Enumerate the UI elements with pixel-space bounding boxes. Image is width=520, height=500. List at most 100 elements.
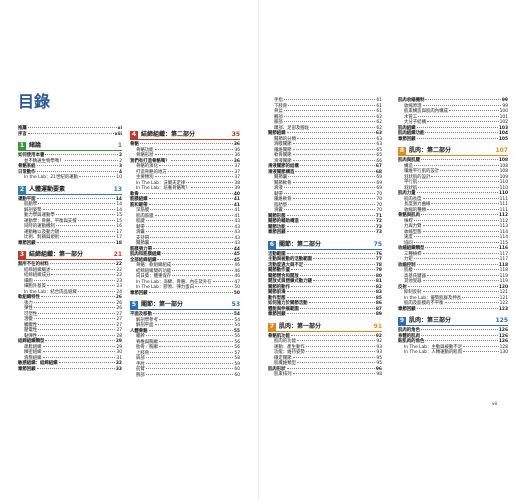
entry-label: 比例、對稱與規則 [24,235,60,240]
entry-page: 109 [499,174,508,180]
dot-leader [55,214,116,215]
toc-entry: 章節回顧 105 [398,137,508,143]
entry-page: 46 [234,274,240,279]
dot-leader [49,263,115,264]
entry-page: 15 [116,213,122,218]
entry-page: 119 [499,273,508,279]
entry-label: 我們有打造骨骼嗎？ [130,158,170,164]
dot-leader [299,165,375,166]
dot-leader [42,356,116,358]
entry-page: 70 [376,197,382,202]
entry-label: 肌肉長度 [404,196,422,202]
entry-label: 肌動學 [24,202,38,207]
dot-leader [51,268,116,270]
toc-entry: 關節前滑 83 [268,290,382,296]
entry-page: 95 [376,355,382,361]
entry-label: 活動度過大與不足 [268,262,304,268]
toc-entry: 關節囊 43 [130,241,240,247]
toc-entry: 羽狀肌 110 [398,186,508,192]
entry-page: 41 [234,213,240,219]
toc-entry: In the Lab：優勢肌群及伸長 121 [398,296,508,302]
dot-leader [292,356,376,358]
toc-entry: 大分子結構 102 [398,120,508,126]
entry-label: 開放式與閉鎖式動力鏈 [268,279,312,284]
dot-leader [139,192,233,194]
entry-label: 主動與被動的活動範圍 [268,257,312,262]
dot-leader [77,219,116,221]
dot-leader [463,345,499,347]
entry-page: 22 [116,273,122,278]
toc-entry: 肌肉形狀 96 [268,367,382,373]
entry-label: 結締組織概述 [24,267,51,273]
entry-page: 70 [376,202,382,208]
toc-column: 4 結締組織：第二部分 35 骨骼 36 骨骼功能 36 骨骼形狀 36 我們有打造骨骼嗎？ 36 骨… [130,126,240,378]
entry-label: 關節的動作 [268,284,290,290]
section-heading: 7 肌肉：第一部分 91 [268,322,382,332]
toc-entry: 軟骨關節 65 [268,153,382,159]
toc-entry: 肋骨／胸廓 56 [130,345,240,351]
dot-leader [292,181,376,183]
section-heading: 9 肌肉：第三部分 125 [398,317,508,326]
entry-page: 111 [499,196,508,202]
entry-label: 力矩 [404,257,413,262]
dot-leader [152,313,233,314]
entry-page: 78 [375,262,382,268]
toc-entry: 肌束排列 98 [268,372,382,378]
entry-label: 動作型態 [268,295,286,301]
toc-entry: 向日葵：體重保存 46 [130,274,240,280]
dot-leader [292,154,376,155]
dot-leader [290,269,375,270]
dot-leader [283,121,376,122]
toc-entry: 章節回顧 123 [398,307,508,313]
toc-entry: 我們有打造骨骼嗎？ 36 [130,159,240,165]
entry-page: 92 [376,339,382,344]
entry-label: 筋膜組織 [130,197,148,202]
entry-page: 60 [234,367,240,372]
toc-entry: 筋和韌帶 41 [130,203,240,209]
dot-leader [407,285,498,287]
dot-leader [290,334,375,336]
entry-label: 髖部 [274,114,283,120]
entry-page: 26 [116,306,122,311]
toc-entry: 觸變性 27 [18,323,122,329]
entry-label: 肌肉與肌腱 [398,158,420,163]
dot-leader [308,302,375,303]
entry-page: 30 [116,350,122,355]
entry-label: In The Lab：培養骨骼嗎？ [136,186,190,191]
dot-leader [425,99,501,100]
entry-label: 潛變 [24,317,33,322]
entry-page: 27 [116,317,122,322]
entry-page: 119 [499,279,508,284]
entry-page: 118 [498,262,508,268]
entry-label: 肌肉形狀 [268,366,286,372]
toc-entry: 肌肉筋膜 41 [130,214,240,220]
toc-entry: 筋膜組織 41 [130,197,240,203]
dot-leader [305,351,376,352]
toc-entry: In The Lab：主動與被動不足 128 [398,345,508,351]
toc-entry: 開放式與閉鎖式動力鏈 81 [268,279,382,285]
entry-page: 89 [375,312,382,317]
toc-entry: 抑制反射 121 [398,290,508,296]
entry-page: 108 [498,158,508,163]
entry-page: 63 [375,131,382,136]
entry-label: 章節回顧 [130,290,148,296]
entry-label: 纖維軟骨 [274,197,292,202]
entry-label: 關節形態 [268,213,286,219]
toc-entry: 收縮組織類型 116 [398,246,508,252]
toc-entry: 水管工 101 [398,115,508,121]
entry-label: 肌肉組織功能 [398,131,425,136]
entry-page: 63 [376,136,382,142]
toc-entry: 纖維關節 65 [268,148,382,154]
entry-page: 93 [376,344,382,350]
entry-page: 116 [498,246,508,251]
entry-page: 83 [375,290,382,295]
entry-page: 37 [234,175,240,180]
entry-page: 72 [375,219,382,224]
dot-leader [418,115,499,117]
dot-leader [413,236,499,237]
dot-leader [145,225,234,227]
section-heading: 3 結締組織：第一部分 21 [18,251,122,260]
dot-leader [286,225,375,227]
entry-label: 骨骼 [130,142,139,147]
dot-leader [304,263,375,265]
